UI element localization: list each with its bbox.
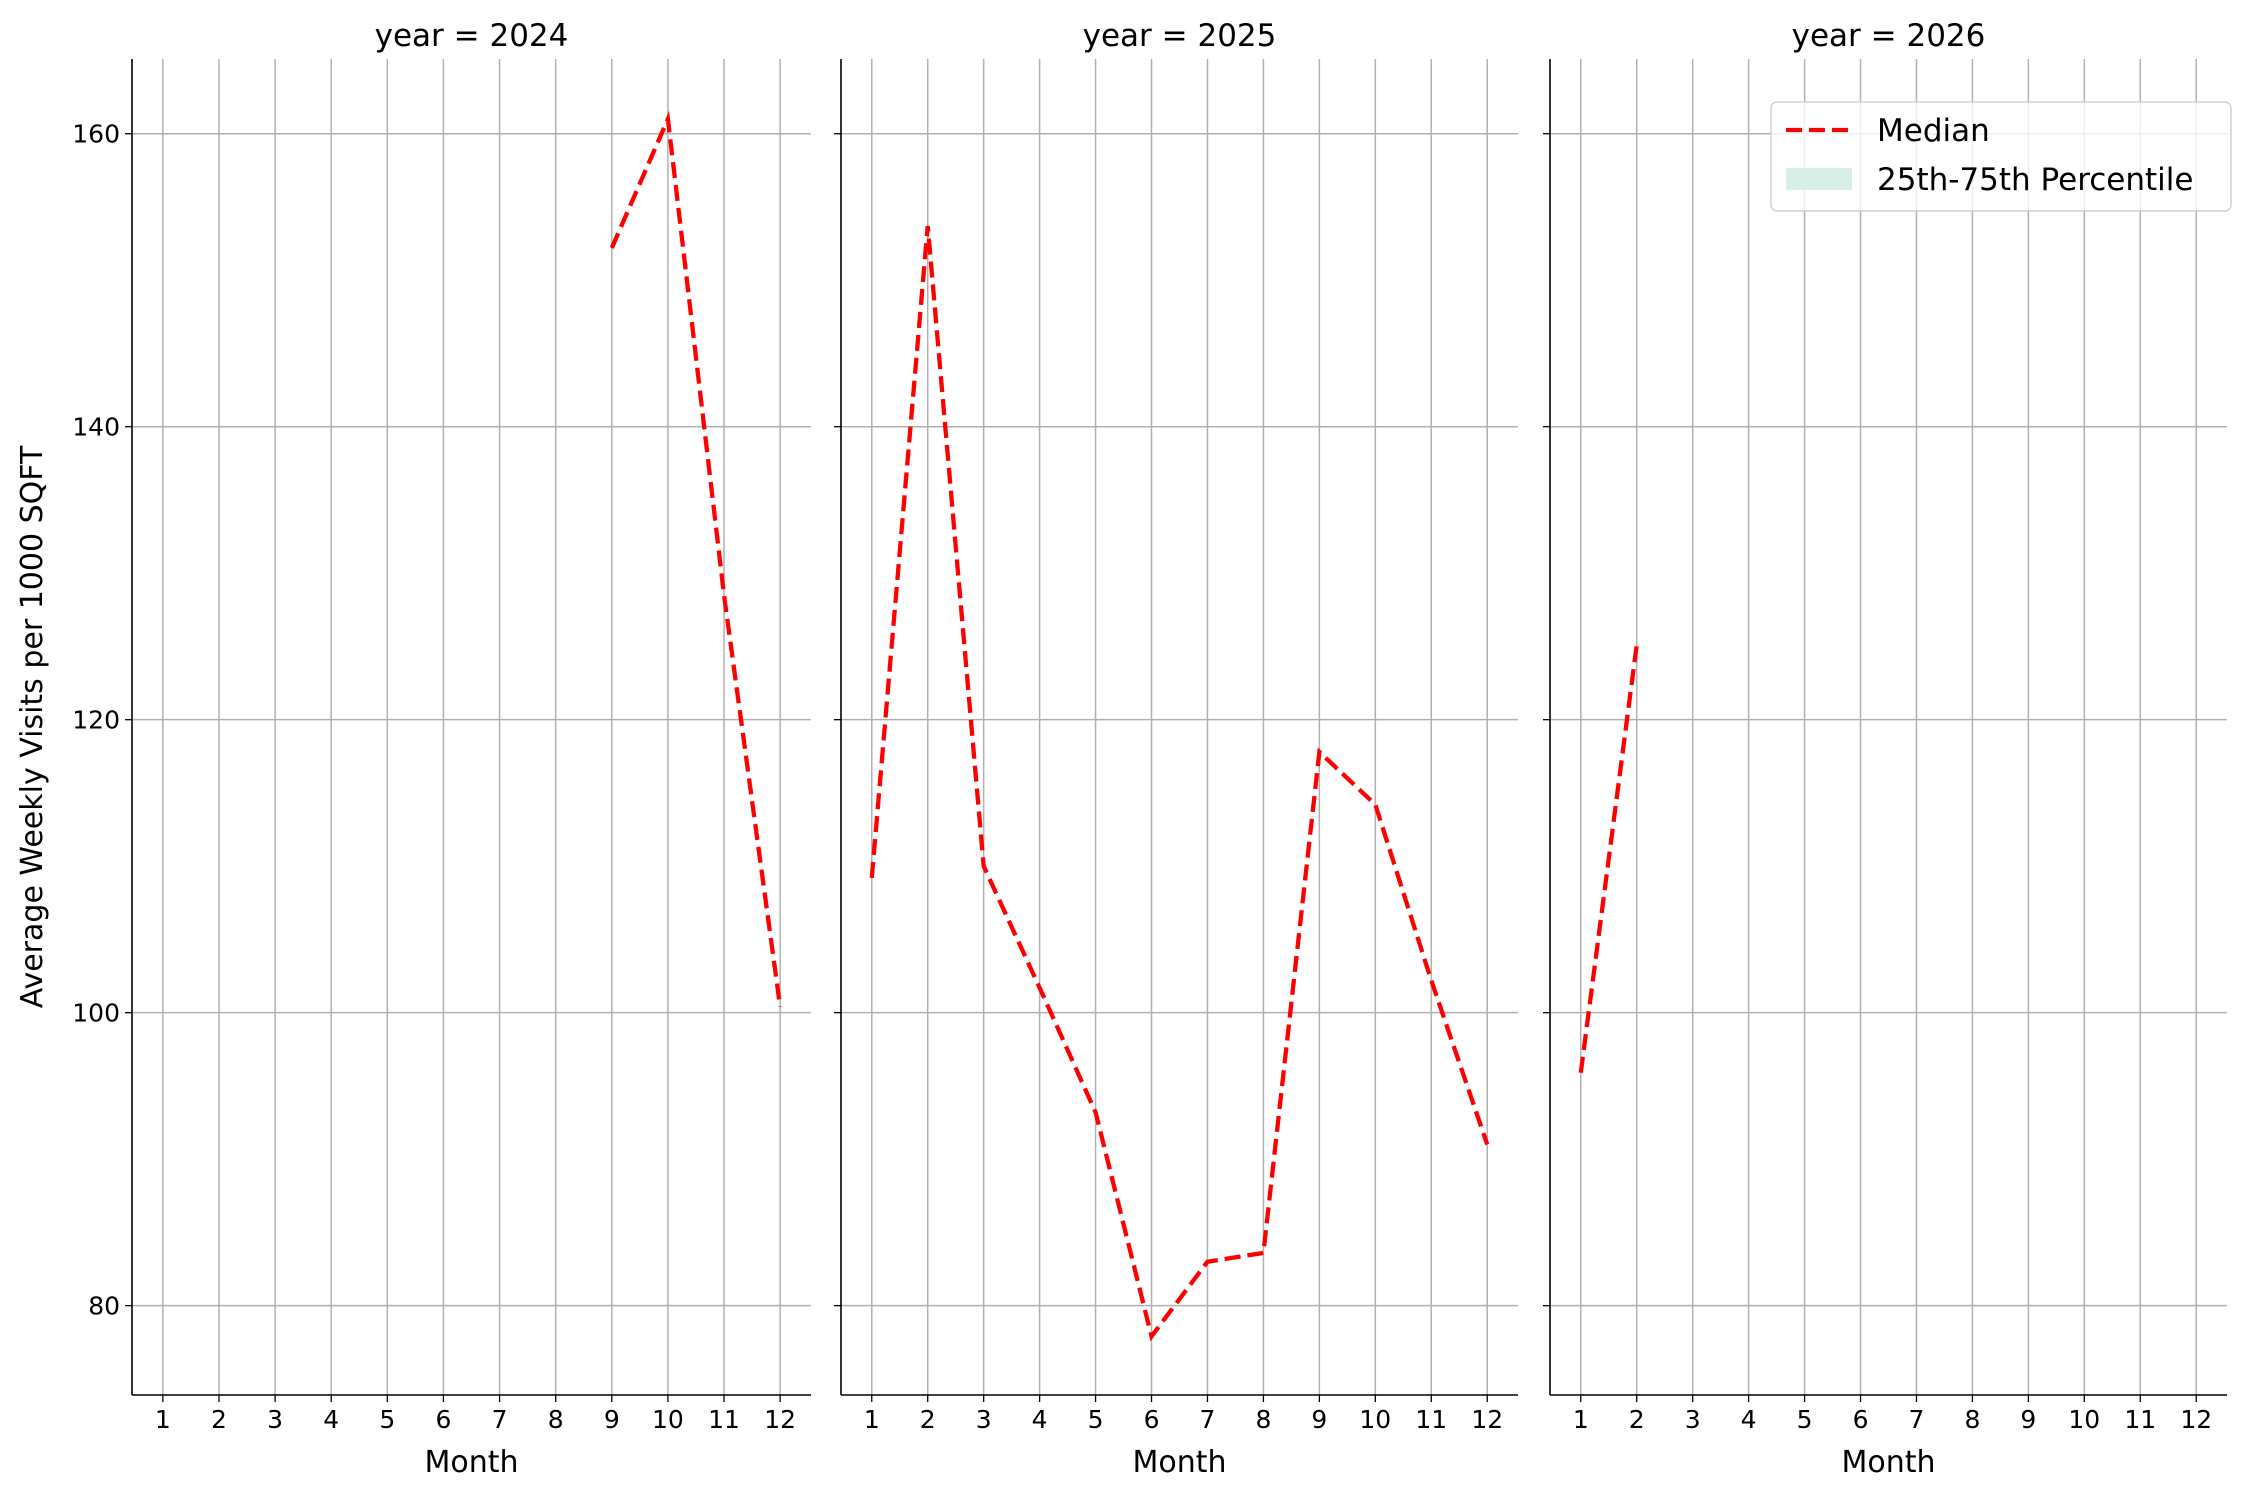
x-tick-label: 6 [1144, 1405, 1160, 1434]
x-tick-label: 6 [1853, 1405, 1869, 1434]
x-tick-label: 5 [379, 1405, 395, 1434]
y-axis-label: Average Weekly Visits per 1000 SQFT [15, 445, 50, 1008]
y-tick-label: 80 [88, 1292, 120, 1321]
x-tick-label: 3 [267, 1405, 283, 1434]
x-tick-label: 1 [1573, 1405, 1589, 1434]
x-tick-label: 10 [1359, 1405, 1391, 1434]
legend-label-median: Median [1877, 113, 1990, 149]
x-tick-label: 12 [2180, 1405, 2212, 1434]
median-line [869, 225, 1490, 1342]
median-line [1578, 644, 1639, 1073]
x-tick-label: 8 [1964, 1405, 1980, 1434]
legend-percentile-swatch [1786, 168, 1852, 190]
x-tick-label: 1 [155, 1405, 171, 1434]
x-tick-label: 4 [1032, 1405, 1048, 1434]
x-tick-label: 8 [548, 1405, 564, 1434]
panel-title: year = 2026 [1792, 18, 1986, 54]
x-tick-label: 9 [1311, 1405, 1327, 1434]
x-tick-label: 11 [708, 1405, 740, 1434]
x-tick-label: 2 [920, 1405, 936, 1434]
x-tick-label: 10 [652, 1405, 684, 1434]
x-tick-label: 9 [2020, 1405, 2036, 1434]
x-tick-label: 7 [1200, 1405, 1216, 1434]
x-tick-label: 11 [2124, 1405, 2156, 1434]
legend: Median 25th-75th Percentile [1770, 101, 2232, 212]
x-tick-label: 3 [976, 1405, 992, 1434]
x-axis-label: Month [1132, 1445, 1226, 1480]
median-line [609, 110, 783, 1008]
panel-title: year = 2024 [375, 18, 569, 54]
x-tick-label: 7 [1909, 1405, 1925, 1434]
x-tick-label: 8 [1255, 1405, 1271, 1434]
y-tick-label: 120 [72, 706, 120, 735]
x-axis-label: Month [1841, 1445, 1935, 1480]
x-tick-label: 12 [1471, 1405, 1503, 1434]
x-tick-label: 2 [1629, 1405, 1645, 1434]
y-tick-label: 100 [72, 999, 120, 1028]
legend-frame [1770, 101, 2232, 212]
x-tick-label: 2 [211, 1405, 227, 1434]
x-tick-label: 5 [1088, 1405, 1104, 1434]
legend-label-percentile: 25th-75th Percentile [1877, 162, 2193, 198]
y-tick-label: 160 [72, 120, 120, 149]
x-tick-label: 5 [1797, 1405, 1813, 1434]
y-tick-label: 140 [72, 413, 120, 442]
x-tick-label: 10 [2068, 1405, 2100, 1434]
x-tick-label: 6 [435, 1405, 451, 1434]
x-tick-label: 11 [1415, 1405, 1447, 1434]
x-tick-label: 4 [323, 1405, 339, 1434]
x-tick-label: 4 [1741, 1405, 1757, 1434]
x-tick-label: 1 [864, 1405, 880, 1434]
x-tick-label: 12 [764, 1405, 796, 1434]
panel-title: year = 2025 [1083, 18, 1277, 54]
x-tick-label: 7 [492, 1405, 508, 1434]
x-tick-label: 3 [1685, 1405, 1701, 1434]
x-tick-label: 9 [604, 1405, 620, 1434]
x-axis-label: Month [424, 1445, 518, 1480]
